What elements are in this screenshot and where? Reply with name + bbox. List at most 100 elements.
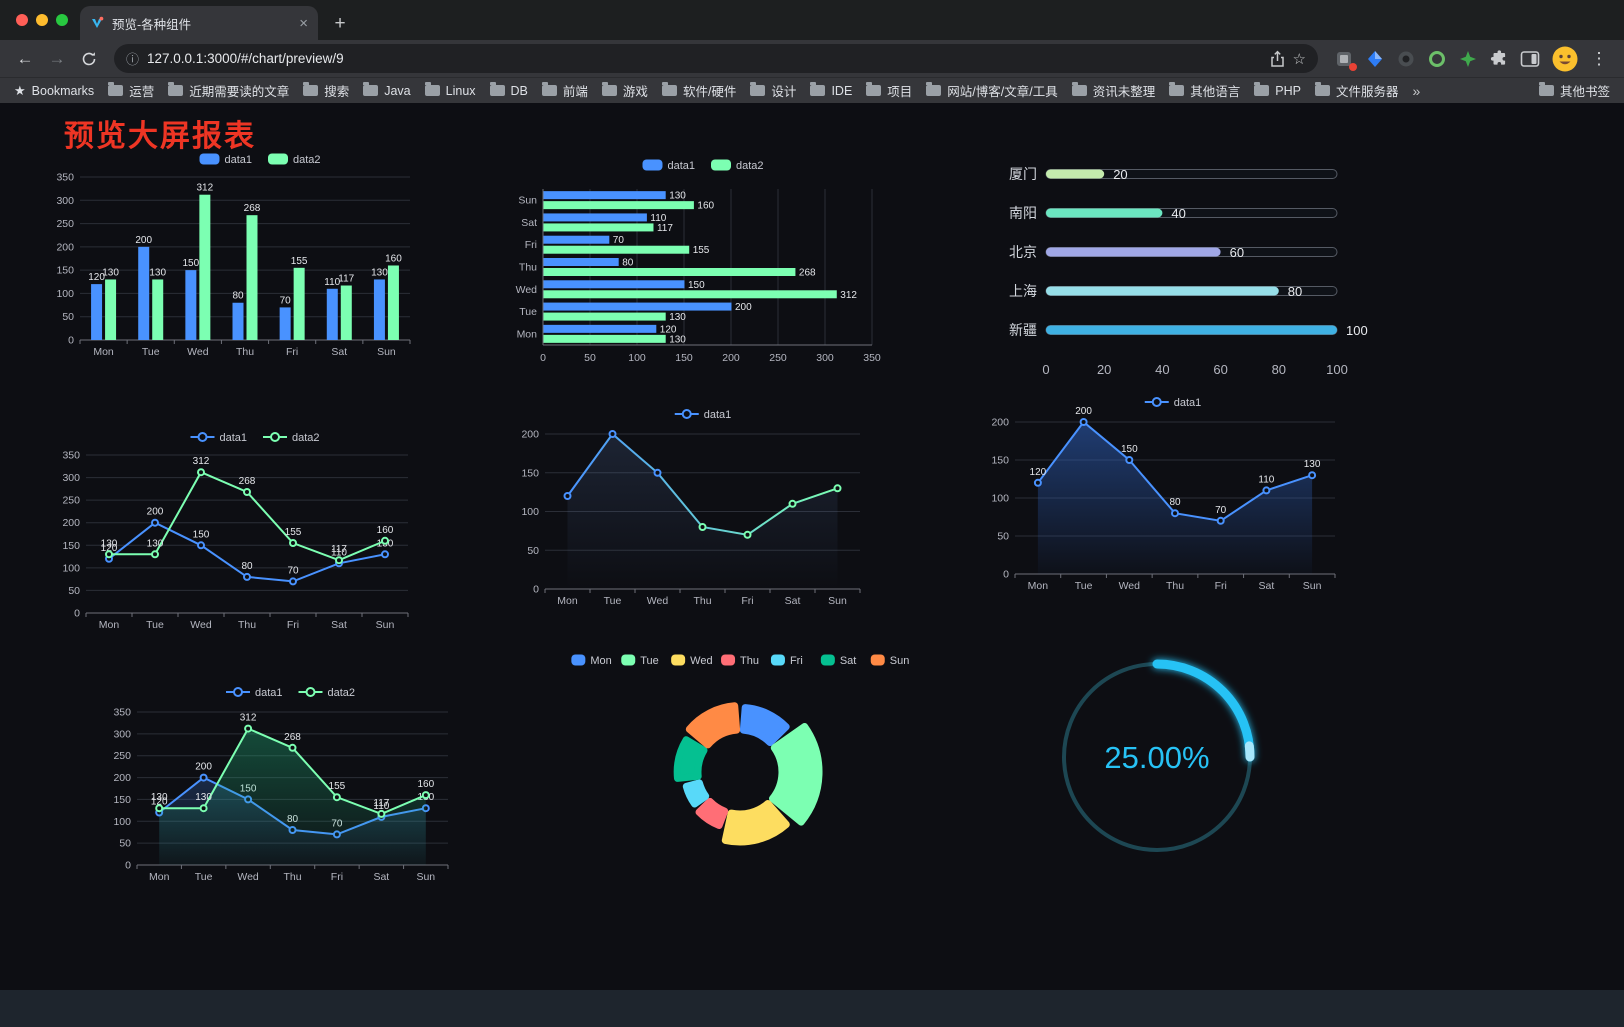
dashboard-page: 预览大屏报表 data1 data2 0 50 100 150 200 250 300 350 Mo… [0,103,1624,1027]
area-line-chart[interactable]: data1 0 50 100 150 200 Mon Tue Wed Thu Fri Sat Sun 12… [975,388,1375,600]
bookmark-folder[interactable]: 设计 [750,81,796,100]
extensions-puzzle-icon[interactable] [1489,49,1509,69]
forward-button[interactable]: → [48,48,66,68]
bookmark-folder[interactable]: DB [489,82,528,98]
svg-text:Sun: Sun [828,595,847,607]
bookmarks-overflow-chevron[interactable]: » [1412,82,1421,99]
multi-line-chart[interactable]: data1 data2 0 50 100 150 200 250 300 350 Mon Tue Wed… [42,423,472,641]
bookmark-folder[interactable]: 近期需要读的文章 [168,81,289,100]
svg-text:268: 268 [284,732,301,743]
svg-text:Sat: Sat [785,595,801,607]
bookmark-folder[interactable]: 搜索 [303,81,349,100]
bookmark-folder[interactable]: 网站/博客/文章/工具 [926,81,1058,100]
side-panel-icon[interactable] [1520,49,1540,69]
svg-text:data2: data2 [736,160,764,172]
url-text[interactable]: 127.0.0.1:3000/#/chart/preview/9 [147,51,344,66]
svg-text:155: 155 [291,256,308,267]
svg-text:110: 110 [650,213,666,224]
bookmark-folder[interactable]: 前端 [541,81,588,100]
bookmark-label: 设计 [771,85,797,99]
bookmark-folder[interactable]: 文件服务器 [1314,81,1398,100]
svg-text:Mon: Mon [590,655,611,667]
extension-icon-2[interactable] [1365,49,1385,69]
profile-avatar[interactable] [1552,46,1578,72]
reload-button[interactable] [74,44,104,74]
bookmark-folder[interactable]: 软件/硬件 [661,81,736,100]
bottom-bar [0,990,1624,1027]
macos-minimize-button[interactable] [36,14,48,26]
bookmark-folder[interactable]: 项目 [866,81,912,100]
back-button[interactable]: ← [16,48,34,68]
extension-icon-3[interactable] [1396,49,1416,69]
menu-icon[interactable]: ⋮ [1590,48,1608,68]
svg-text:160: 160 [697,201,714,212]
svg-text:70: 70 [280,295,292,306]
tab-close-icon[interactable]: × [299,14,308,32]
svg-text:70: 70 [613,235,625,246]
bookmark-folder[interactable]: IDE [810,82,853,98]
macos-close-button[interactable] [16,14,28,26]
bookmark-folder[interactable]: PHP [1254,82,1301,98]
svg-text:Sun: Sun [890,655,910,667]
svg-text:117: 117 [657,223,673,234]
address-bar[interactable]: ⓘ 127.0.0.1:3000/#/chart/preview/9 ☆ [114,44,1318,73]
bookmark-folder[interactable]: Java [363,82,411,98]
svg-text:Fri: Fri [287,619,299,631]
svg-text:200: 200 [56,241,74,253]
svg-text:0: 0 [533,584,539,596]
bookmark-folder[interactable]: Linux [424,82,476,98]
bookmark-folder[interactable]: 资讯未整理 [1071,81,1155,100]
svg-text:80: 80 [1272,362,1286,377]
svg-text:南阳: 南阳 [1009,205,1037,221]
folder-icon [1169,82,1185,96]
bookmark-folder[interactable]: 运营 [108,81,154,100]
bookmark-folder[interactable]: 其他语言 [1169,81,1240,100]
svg-text:155: 155 [329,781,346,792]
gauge-percent-chart[interactable]: 25.00% [1048,648,1266,866]
tab-strip: 预览-各种组件 × + [0,0,1624,40]
folder-icon [541,82,557,96]
extension-icon-5[interactable] [1458,49,1478,69]
svg-text:Tue: Tue [519,306,537,318]
site-info-icon[interactable]: ⓘ [126,52,140,67]
svg-text:Wed: Wed [690,655,712,667]
area-multi-line-chart[interactable]: data1 data2 0 50 100 150 200 250 300 350 Mon Tue Wed… [95,678,490,893]
svg-text:100: 100 [56,288,74,300]
svg-text:20: 20 [1113,167,1127,182]
star-icon: ★ [14,82,26,98]
macos-zoom-button[interactable] [56,14,68,26]
svg-text:200: 200 [62,517,80,529]
svg-text:130: 130 [371,267,388,278]
browser-tab[interactable]: 预览-各种组件 × [80,6,318,40]
svg-text:80: 80 [1288,284,1302,299]
svg-text:50: 50 [997,531,1009,543]
rose-doughnut-chart[interactable]: Mon Tue Wed Thu Fri Sat Sun [550,646,930,881]
svg-text:0: 0 [1042,362,1049,377]
extension-icon-4[interactable] [1427,49,1447,69]
svg-text:150: 150 [113,794,131,806]
bookmark-folder[interactable]: 游戏 [601,81,648,100]
progress-bars-chart[interactable]: 厦门 20 南阳 40 北京 60 上海 80 新疆 100 0 20 40 60 80 100 [985,158,1380,388]
svg-text:Tue: Tue [604,595,622,607]
folder-icon [424,82,440,96]
svg-text:Sun: Sun [376,619,395,631]
bookmark-label: IDE [831,83,853,98]
svg-text:25.00%: 25.00% [1104,740,1209,775]
bookmark-this-page-icon[interactable]: ☆ [1292,50,1306,68]
extension-icon-1[interactable] [1334,49,1357,71]
folder-icon [1071,82,1087,96]
share-icon[interactable] [1270,50,1285,68]
bookmark-label: 近期需要读的文章 [189,85,290,99]
other-bookmarks-folder[interactable]: 其他书签 [1538,81,1610,100]
svg-text:50: 50 [68,585,80,597]
new-tab-button[interactable]: + [334,13,346,34]
horizontal-bar-chart[interactable]: data1 data2 0 50 100 150 200 250 300 350 Sun 130 160… [505,151,905,369]
svg-text:100: 100 [521,506,539,518]
bookmarks-root-item[interactable]: ★ Bookmarks [14,83,94,99]
grouped-bar-chart[interactable]: data1 data2 0 50 100 150 200 250 300 350 Mon Tue Wed… [42,145,482,370]
svg-text:Mon: Mon [1028,580,1049,592]
gradient-line-chart[interactable]: data1 0 50 100 150 200 Mon Tue Wed Thu Fri Sat Sun [505,400,905,615]
svg-text:130: 130 [102,267,119,278]
svg-text:312: 312 [193,456,210,467]
svg-text:200: 200 [521,429,539,441]
